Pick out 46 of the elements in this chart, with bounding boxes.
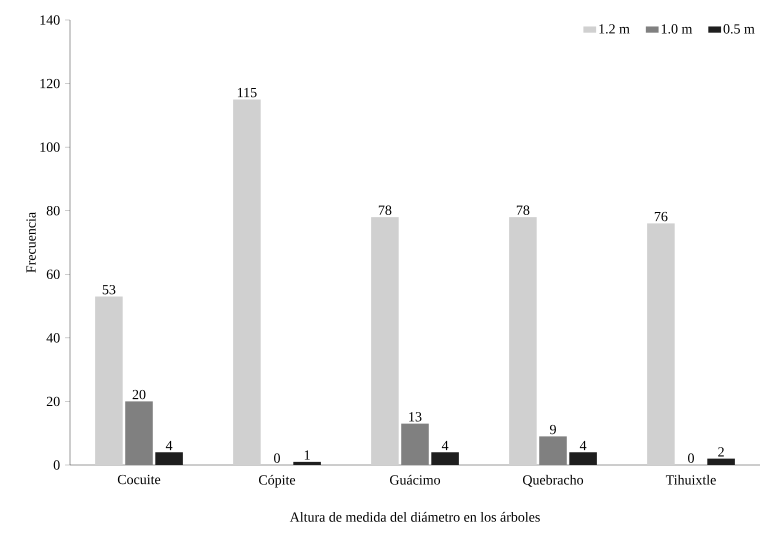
data-label: 78 <box>378 205 392 215</box>
bar <box>155 452 183 465</box>
y-tick-label: 80 <box>46 206 60 216</box>
data-label: 76 <box>654 212 668 222</box>
data-label: 20 <box>132 390 146 400</box>
y-tick-label: 100 <box>40 142 60 152</box>
bar <box>647 223 675 465</box>
data-label: 13 <box>409 412 422 422</box>
data-label: 4 <box>166 440 172 450</box>
data-label: 78 <box>516 205 530 215</box>
y-axis-title: Frecuencia <box>26 212 36 273</box>
bar <box>371 217 399 465</box>
legend-label: 0.5 m <box>724 24 755 34</box>
data-label: 115 <box>238 88 257 98</box>
bar <box>431 452 459 465</box>
x-tick-label: Cópite <box>258 474 296 488</box>
bar <box>539 436 567 465</box>
data-label: 2 <box>718 447 724 456</box>
data-label: 1 <box>304 450 310 460</box>
data-label: 4 <box>580 440 586 450</box>
x-tick-label: Tihuixtle <box>666 474 716 485</box>
data-label: 0 <box>688 453 694 463</box>
bar <box>233 99 261 465</box>
y-tick-label: 60 <box>46 270 60 279</box>
x-tick-label: Guácimo <box>390 474 440 485</box>
bar <box>509 217 537 465</box>
bar <box>707 458 735 465</box>
bar <box>95 296 123 465</box>
data-label: 9 <box>550 424 556 434</box>
x-tick-label: Quebracho <box>522 474 584 487</box>
bar <box>293 462 321 465</box>
data-label: 0 <box>274 453 280 463</box>
bar <box>401 424 429 465</box>
legend-label: 1.0 m <box>662 24 692 34</box>
x-axis-title: Altura de medida del diámetro en los árboles <box>290 512 540 522</box>
data-label: 4 <box>442 440 448 450</box>
legend-label: 1.2 m <box>599 24 630 34</box>
y-tick-label: 20 <box>46 396 60 406</box>
y-tick-label: 140 <box>40 15 60 25</box>
x-tick-label: Cocuite <box>118 474 160 484</box>
y-tick-label: 0 <box>54 460 60 470</box>
y-tick-label: 120 <box>40 78 60 88</box>
y-tick-label: 40 <box>46 333 60 343</box>
bar <box>125 401 153 465</box>
bar <box>569 452 597 465</box>
data-label: 53 <box>102 284 116 294</box>
